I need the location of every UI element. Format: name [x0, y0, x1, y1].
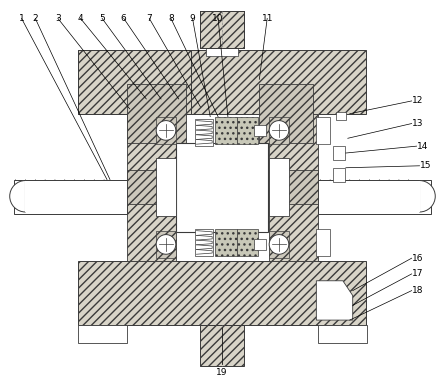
Bar: [78, 50, 190, 114]
Text: 3: 3: [55, 14, 61, 23]
Bar: [200, 325, 244, 366]
Bar: [78, 325, 127, 343]
Wedge shape: [10, 180, 25, 212]
Bar: [25, 180, 33, 212]
Text: 19: 19: [216, 368, 228, 377]
Bar: [156, 158, 176, 216]
Polygon shape: [316, 281, 353, 320]
Text: 1: 1: [19, 14, 24, 23]
Bar: [78, 50, 366, 114]
Circle shape: [269, 235, 289, 254]
Bar: [333, 168, 345, 182]
Bar: [269, 170, 318, 204]
Bar: [215, 117, 237, 144]
Text: 13: 13: [412, 119, 423, 128]
Bar: [176, 143, 268, 232]
Bar: [156, 231, 176, 258]
Bar: [237, 117, 258, 144]
Text: 16: 16: [412, 254, 423, 263]
Text: 6: 6: [121, 14, 127, 23]
Text: 15: 15: [420, 161, 431, 170]
Bar: [127, 84, 186, 143]
Bar: [206, 48, 238, 56]
Bar: [195, 229, 213, 256]
Text: 7: 7: [147, 14, 152, 23]
Circle shape: [156, 235, 176, 254]
Bar: [269, 114, 318, 261]
Text: 17: 17: [412, 269, 423, 279]
Bar: [316, 117, 330, 144]
Bar: [412, 180, 420, 212]
Bar: [318, 325, 368, 343]
Bar: [336, 112, 346, 120]
Bar: [254, 125, 266, 136]
Bar: [318, 180, 431, 214]
Text: 12: 12: [412, 96, 423, 105]
Text: 5: 5: [99, 14, 105, 23]
Bar: [269, 158, 289, 216]
Circle shape: [269, 121, 289, 140]
Text: 8: 8: [168, 14, 174, 23]
Bar: [269, 231, 289, 258]
Bar: [78, 261, 366, 325]
Text: 11: 11: [262, 14, 273, 23]
Text: 18: 18: [412, 286, 423, 295]
Text: 10: 10: [212, 14, 224, 23]
Text: 9: 9: [190, 14, 195, 23]
Bar: [195, 119, 213, 146]
Bar: [333, 146, 345, 160]
Bar: [127, 170, 176, 204]
Bar: [316, 229, 330, 256]
Bar: [200, 11, 244, 48]
Wedge shape: [420, 180, 435, 212]
Bar: [156, 117, 176, 144]
Text: 2: 2: [32, 14, 38, 23]
Bar: [237, 229, 258, 256]
Bar: [259, 84, 313, 143]
Bar: [127, 114, 176, 261]
Bar: [269, 117, 289, 144]
Bar: [254, 238, 266, 250]
Circle shape: [156, 121, 176, 140]
Bar: [215, 229, 237, 256]
Bar: [14, 180, 127, 214]
Text: 4: 4: [78, 14, 83, 23]
Text: 14: 14: [416, 142, 428, 150]
